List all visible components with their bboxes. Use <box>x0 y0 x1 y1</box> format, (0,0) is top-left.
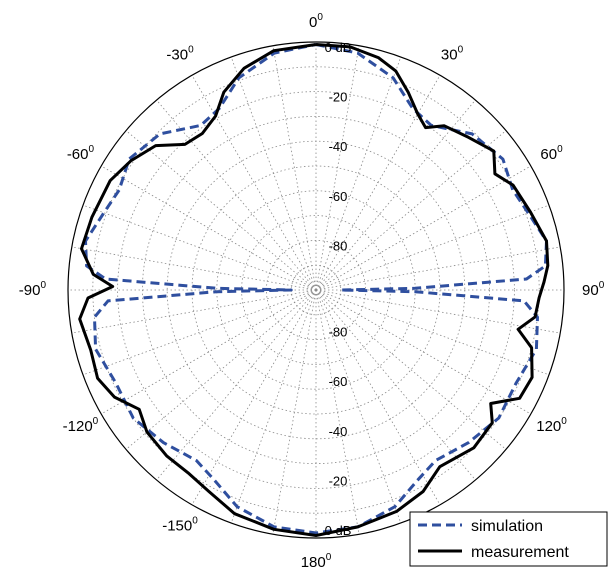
grid-spoke <box>315 289 402 524</box>
legend-box <box>409 511 608 567</box>
grid-circle <box>141 115 491 465</box>
grid-spoke <box>272 289 317 535</box>
outer-circle <box>67 41 565 539</box>
angle-tick-label: 1200 <box>536 416 567 435</box>
radial-tick-label-upper: -40 <box>329 139 348 154</box>
radial-tick-label-upper: -20 <box>329 90 348 105</box>
series-measurement <box>78 43 550 537</box>
angle-tick-label: -1200 <box>63 416 99 435</box>
grid-spoke <box>156 289 317 481</box>
angle-tick-label: -900 <box>19 280 47 299</box>
angle-tick-label: 900 <box>582 280 605 299</box>
polar-grid <box>67 41 565 539</box>
grid-spoke <box>71 246 317 291</box>
radial-tick-label-upper: 0 dB <box>325 40 352 55</box>
grid-spoke <box>315 289 531 415</box>
grid-circle <box>92 66 540 514</box>
angle-tick-label: -600 <box>67 144 95 163</box>
grid-spoke <box>101 289 317 415</box>
grid-spoke <box>315 289 441 505</box>
grid-spoke <box>315 56 402 291</box>
radial-tick-label-lower: 0 dB <box>325 523 352 538</box>
grid-spoke <box>230 289 317 524</box>
grid-spoke <box>315 130 507 291</box>
grid-spoke <box>315 289 360 535</box>
grid-spoke <box>315 165 531 291</box>
radial-tick-label-upper: -80 <box>329 238 348 253</box>
series-simulation <box>84 43 548 535</box>
legend-label-simulation: simulation <box>471 518 543 535</box>
angle-tick-label: 300 <box>441 44 464 63</box>
grid-circle <box>216 190 416 390</box>
angle-tick-label: 1800 <box>301 552 332 571</box>
grid-spoke <box>315 289 476 481</box>
radial-tick-label-lower: -20 <box>329 473 348 488</box>
grid-spoke <box>191 75 317 291</box>
axis-labels: 0 dB 0 dB -20 -20 -40 -40 -60 -60 -80 -80 00 300 600… <box>19 12 605 571</box>
grid-spoke <box>315 45 360 291</box>
grid-spoke <box>191 289 317 505</box>
angle-tick-label: 00 <box>309 12 323 31</box>
legend-label-measurement: measurement <box>471 544 569 561</box>
grid-spoke <box>82 289 317 376</box>
grid-spoke <box>315 75 441 291</box>
legend: simulation measurement <box>409 511 608 567</box>
grid-spoke <box>315 289 550 376</box>
grid-spoke <box>315 204 550 291</box>
radial-tick-label-upper: -60 <box>329 189 348 204</box>
grid-spoke <box>272 45 317 291</box>
radial-tick-label-lower: -40 <box>329 424 348 439</box>
grid-spoke <box>315 246 561 291</box>
grid-spoke <box>125 289 317 450</box>
grid-spoke <box>230 56 317 291</box>
radial-tick-label-lower: -80 <box>329 325 348 340</box>
grid-spoke <box>315 289 561 334</box>
angle-tick-label: 600 <box>540 144 563 163</box>
series-layer <box>78 43 550 537</box>
grid-spoke <box>315 99 476 291</box>
grid-spoke <box>315 289 507 450</box>
grid-circle <box>117 91 515 489</box>
angle-tick-label: -1500 <box>162 516 198 535</box>
grid-spoke <box>156 99 317 291</box>
grid-spoke <box>71 289 317 334</box>
grid-spoke <box>101 165 317 291</box>
grid-spoke <box>82 204 317 291</box>
grid-spoke <box>125 130 317 291</box>
radial-tick-label-lower: -60 <box>329 374 348 389</box>
angle-tick-label: -300 <box>166 44 194 63</box>
